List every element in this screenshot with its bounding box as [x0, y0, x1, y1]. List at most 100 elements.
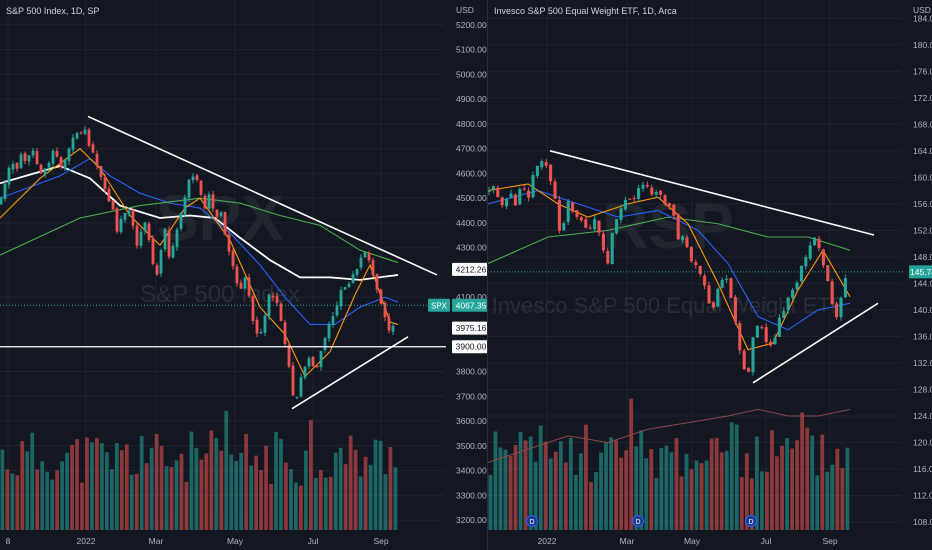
candle-body — [311, 356, 315, 367]
volume-bar — [699, 463, 704, 530]
y-tick-label: 176.00 — [913, 66, 932, 76]
candle-body — [601, 233, 605, 251]
volume-bar — [775, 456, 779, 530]
y-tick-label: 4400.00 — [456, 218, 487, 228]
volume-bar — [780, 445, 784, 530]
spx-candlestick-chart[interactable]: S&P 500 IndexSPXUSD5200.005100.005000.00… — [0, 0, 487, 550]
x-tick-label: Sep — [822, 536, 837, 546]
candle-body — [760, 327, 764, 329]
candle-body — [35, 151, 39, 165]
candle-body — [303, 366, 307, 378]
volume-bar — [493, 431, 498, 530]
candle-body — [63, 159, 67, 169]
volume-bar — [303, 450, 308, 530]
candle-body — [387, 317, 391, 331]
candle-body — [23, 153, 27, 162]
candle-body — [263, 315, 267, 333]
price-label-bg — [909, 265, 932, 279]
candle-body — [239, 282, 243, 289]
candle-body — [830, 281, 834, 304]
volume-bar — [810, 435, 815, 530]
volume-bar — [815, 475, 820, 530]
candle-body — [227, 234, 231, 252]
candle-body — [628, 198, 632, 200]
candle-body — [813, 237, 817, 246]
volume-bar — [318, 470, 323, 530]
volume-bar — [704, 460, 709, 530]
candle-body — [99, 166, 103, 177]
volume-bar — [820, 434, 825, 530]
volume-bar — [259, 470, 263, 530]
rsp-chart-panel[interactable]: Invesco S&P 500 Equal Weight ETF RSP USD 18… — [487, 0, 932, 550]
rsp-candlestick-chart[interactable]: Invesco S&P 500 Equal Weight ETFRSPUSD18… — [488, 0, 932, 550]
price-label: 3900.00 — [456, 342, 487, 352]
volume-bar — [100, 443, 104, 530]
candle-body — [773, 337, 777, 345]
volume-bar — [584, 424, 588, 530]
candle-body — [171, 245, 175, 258]
candle-body — [725, 278, 729, 280]
trendline — [752, 302, 879, 384]
moving-average-line — [0, 165, 399, 281]
spx-chart-panel[interactable]: S&P 500 Index SPX USD 5200.00 5100.00 5000.00… — [0, 0, 487, 550]
volume-bar — [109, 469, 114, 530]
candle-body — [275, 295, 279, 304]
candle-body — [645, 185, 649, 187]
trendline — [87, 115, 438, 276]
candle-body — [343, 287, 347, 290]
candle-body — [566, 201, 570, 222]
y-tick-label: 3800.00 — [456, 367, 487, 377]
candle-body — [610, 232, 614, 265]
volume-bar — [619, 457, 624, 530]
rsp-chart-title: Invesco S&P 500 Equal Weight ETF, 1D, Ar… — [494, 6, 677, 16]
candle-body — [689, 246, 693, 262]
watermark-ticker: SPX — [156, 182, 284, 254]
candle-body — [707, 285, 711, 304]
volume-bar — [75, 439, 79, 530]
candle-body — [295, 396, 299, 398]
volume-bar — [533, 461, 538, 530]
price-label: 3975.16 — [456, 323, 487, 333]
candle-body — [83, 129, 87, 134]
dividend-marker — [745, 515, 757, 527]
candle-body — [287, 344, 291, 367]
x-tick-label: Mar — [620, 536, 635, 546]
ticker-tag: SPX — [431, 301, 448, 310]
volume-bar — [80, 482, 84, 530]
candle-body — [632, 198, 636, 200]
volume-bar — [50, 479, 55, 530]
candle-body — [283, 322, 287, 344]
candle-body — [95, 153, 99, 166]
volume-bar — [343, 463, 348, 530]
volume-bar — [654, 478, 659, 530]
candle-body — [391, 325, 395, 332]
price-label-bg — [452, 321, 487, 335]
y-tick-label: 132.00 — [913, 358, 932, 368]
moving-average-line — [488, 190, 851, 331]
price-label-bg — [452, 298, 487, 312]
candle-body — [51, 150, 55, 164]
candle-body — [817, 238, 821, 249]
y-tick-label: 3300.00 — [456, 490, 487, 500]
y-tick-label: 144.00 — [913, 278, 932, 288]
volume-bar — [538, 425, 543, 530]
candle-body — [379, 289, 383, 304]
volume-bar — [724, 450, 729, 530]
y-tick-label: 164.00 — [913, 146, 932, 156]
volume-bar — [10, 473, 15, 530]
y-tick-label: 124.00 — [913, 411, 932, 421]
volume-bar — [383, 474, 388, 530]
volume-bar — [765, 471, 769, 530]
candle-body — [769, 341, 773, 346]
volume-bar — [563, 462, 568, 530]
candle-body — [119, 219, 123, 233]
candle-body — [19, 154, 23, 169]
volume-bar — [579, 453, 583, 530]
volume-bar — [184, 481, 189, 530]
candle-body — [786, 297, 790, 310]
candle-body — [255, 319, 259, 334]
volume-bar — [639, 430, 644, 530]
candle-body — [835, 303, 839, 318]
y-tick-label: 5200.00 — [456, 20, 487, 30]
volume-bar — [20, 441, 25, 530]
